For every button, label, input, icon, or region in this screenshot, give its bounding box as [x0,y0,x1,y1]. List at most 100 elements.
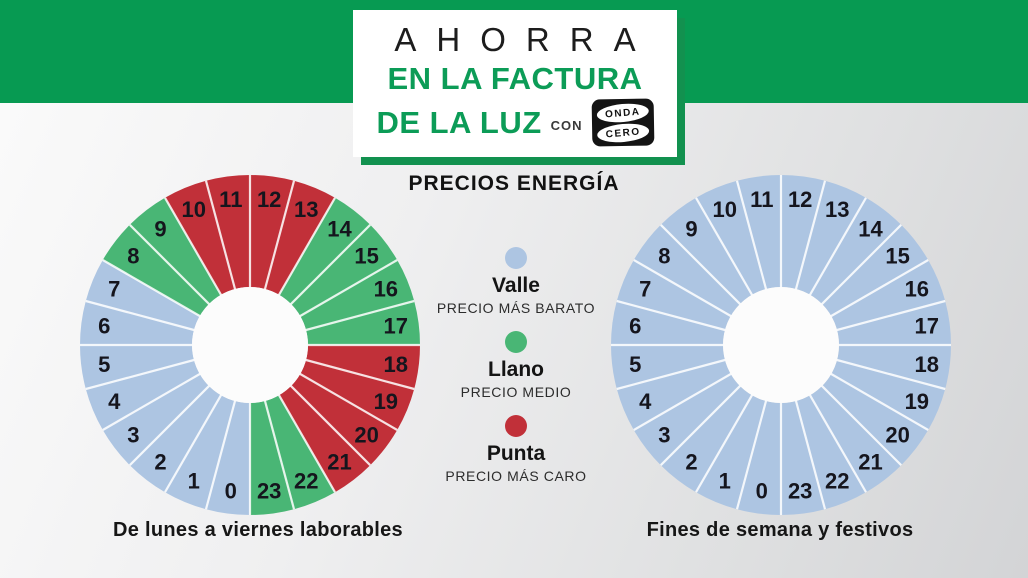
hour-label-0: 0 [756,479,768,504]
hour-label-19: 19 [905,389,929,414]
hour-slice-14 [810,197,902,304]
hour-label-11: 11 [219,187,242,212]
hour-slice-20 [822,374,929,466]
legend-sub-punta: PRECIO MÁS CARO [445,468,587,484]
hour-label-1: 1 [188,469,200,494]
hour-label-16: 16 [374,277,398,302]
hour-label-23: 23 [257,479,281,504]
hour-label-9: 9 [154,216,166,241]
hour-slice-10 [696,180,766,295]
hour-label-5: 5 [629,352,641,377]
slice-separator [808,197,867,297]
hour-label-8: 8 [127,243,139,268]
hour-slice-21 [810,386,902,493]
hour-label-4: 4 [639,389,652,414]
hour-label-19: 19 [374,389,398,414]
hour-label-18: 18 [914,352,938,377]
hour-label-16: 16 [905,277,929,302]
hour-label-7: 7 [108,277,120,302]
hour-label-3: 3 [658,422,670,447]
chart-caption-weekdays: De lunes a viernes laborables [113,519,403,541]
donut-chart-weekend: 0 1 2 3 4 5 6 7 8 9 10 11 12 13 14 15 16 17 18 19 20 21 22 23 [611,175,951,515]
slice-separator [85,299,196,332]
hour-slice-3 [633,374,740,466]
slice-separator [298,372,398,431]
slice-separator [85,358,196,391]
slice-separator [735,399,768,510]
hour-slice-8 [102,224,209,316]
hour-label-11: 11 [750,187,773,212]
legend-label-valle: Valle [492,274,540,297]
slice-separator [164,197,223,297]
slice-separator [289,384,371,466]
hour-label-3: 3 [127,422,139,447]
hour-label-4: 4 [108,389,121,414]
slice-separator [298,259,398,318]
slice-separator [277,197,336,297]
slice-separator [735,180,768,291]
hour-slice-19 [300,360,415,430]
legend-sub-valle: PRECIO MÁS BARATO [436,300,596,316]
chart-caption-weekend: Fines de semana y festivos [646,519,914,541]
donut-chart-weekdays: 0 1 2 3 4 5 6 7 8 9 10 11 12 13 14 15 16 17 18 19 20 21 22 23 [80,175,420,515]
hour-label-22: 22 [294,469,318,494]
hour-slice-13 [796,180,866,295]
slice-separator [633,259,733,318]
hour-label-0: 0 [225,479,237,504]
hour-slice-17 [306,301,420,345]
hour-slice-20 [291,374,398,466]
hour-label-20: 20 [885,422,909,447]
slice-separator [808,393,867,493]
hour-slice-22 [265,395,335,510]
slice-separator [102,259,202,318]
hour-slice-15 [291,224,398,316]
hour-label-5: 5 [98,352,110,377]
hour-label-8: 8 [658,243,670,268]
header-card: AHORRA EN LA FACTURA DE LA LUZ CON ONDA … [353,10,677,157]
hour-slice-9 [660,197,752,304]
hour-slice-23 [250,401,294,515]
hour-slice-22 [796,395,866,510]
hour-slice-7 [85,260,200,330]
slice-separator [616,358,727,391]
hour-label-2: 2 [685,450,697,475]
hour-label-13: 13 [294,197,318,222]
headline-ahorra: AHORRA [394,21,656,58]
hour-label-2: 2 [154,450,166,475]
hour-label-21: 21 [327,450,351,475]
hour-slice-14 [279,197,371,304]
slice-separator [820,224,902,306]
punta-dot-icon [505,415,527,437]
slice-separator [829,259,929,318]
slice-separator [660,384,742,466]
donut-hole [192,287,308,403]
hour-label-12: 12 [788,187,812,212]
hour-slice-18 [306,345,420,389]
headline-en-la-factura: EN LA FACTURA [387,61,643,96]
legend-label-llano: Llano [488,358,544,381]
hour-slice-16 [300,260,415,330]
legend-item-llano: Llano PRECIO MEDIO [404,331,628,402]
hour-label-23: 23 [788,479,812,504]
hour-label-6: 6 [98,314,110,339]
valle-dot-icon [505,247,527,269]
legend-label-punta: Punta [486,442,546,465]
legend-sub-llano: PRECIO MEDIO [460,384,572,400]
hour-slice-2 [660,386,752,493]
hour-label-17: 17 [383,314,407,339]
hour-slice-2 [129,386,221,493]
slice-separator [129,384,211,466]
hour-slice-5 [80,345,194,389]
hour-label-20: 20 [354,422,378,447]
hour-slice-6 [80,301,194,345]
hour-slice-1 [165,395,235,510]
hour-slice-12 [781,175,825,289]
slice-separator [164,393,223,493]
legend-item-punta: Punta PRECIO MÁS CARO [404,415,628,486]
logo-cero-text: CERO [596,121,650,144]
hour-label-15: 15 [885,243,909,268]
hour-label-6: 6 [629,314,641,339]
section-title: PRECIOS ENERGÍA [408,172,620,195]
